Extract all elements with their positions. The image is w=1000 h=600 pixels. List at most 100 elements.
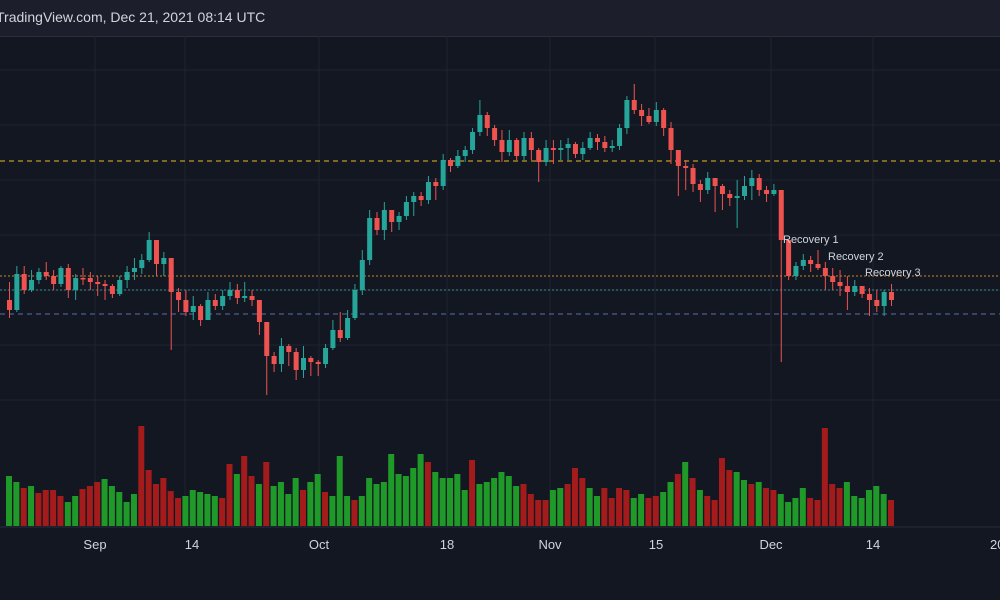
candle-body [484, 115, 490, 128]
candle-body [528, 138, 534, 150]
volume-bar [219, 498, 226, 526]
volume-bar [167, 491, 174, 526]
candle-body [837, 282, 843, 286]
candle-body [572, 144, 578, 154]
volume-bar [888, 500, 894, 526]
candle-body [359, 260, 365, 290]
volume-bar [28, 486, 35, 526]
source-attribution: TradingView.com, Dec 21, 2021 08:14 UTC [0, 9, 266, 25]
candle-body [742, 186, 747, 196]
candle-body [293, 352, 299, 370]
candle-body [514, 140, 520, 156]
volume-bar [424, 462, 431, 526]
volume-bar [616, 488, 623, 526]
candle-body [639, 110, 645, 116]
candle-body [874, 300, 880, 306]
volume-bar [843, 482, 850, 526]
volume-bar [696, 490, 703, 526]
x-tick-label: Nov [538, 537, 562, 552]
volume-bar [851, 496, 858, 526]
candle-body [565, 144, 571, 148]
x-tick-label: Oct [309, 537, 330, 552]
candle-body [87, 278, 93, 282]
candle-body [264, 322, 270, 356]
volume-bar [836, 488, 843, 526]
candle-body [543, 148, 549, 162]
volume-bar [454, 474, 461, 526]
candle-body [705, 178, 711, 190]
candle-body [102, 284, 108, 286]
volume-bars [6, 426, 894, 526]
volume-bar [535, 500, 542, 526]
volume-bar [733, 472, 740, 526]
candle-body [830, 276, 836, 282]
candle-body [124, 272, 130, 280]
x-tick-label: 15 [649, 537, 663, 552]
candle-body [859, 286, 865, 294]
volume-bar [204, 494, 211, 526]
volume-bar [50, 490, 57, 526]
candle-body [315, 362, 321, 364]
candle-body [190, 306, 196, 312]
volume-bar [638, 494, 645, 526]
volume-bar [763, 488, 770, 526]
volume-bar [873, 486, 880, 526]
candle-body [271, 356, 277, 364]
volume-bar [64, 502, 71, 526]
volume-bar [770, 490, 777, 526]
volume-bar [829, 484, 836, 526]
candle-body [198, 306, 204, 320]
candle-body [521, 138, 527, 156]
volume-bar [785, 502, 792, 526]
candle-body [43, 272, 49, 276]
candle-body [21, 274, 27, 290]
candle-body [646, 116, 652, 122]
volume-bar [344, 496, 351, 526]
volume-bar [505, 476, 512, 526]
volume-bar [741, 480, 747, 526]
horizontal-levels [0, 160, 1000, 315]
candle-body [433, 182, 439, 186]
volume-bar [72, 496, 79, 526]
volume-bar [160, 478, 167, 526]
candle-body [771, 190, 777, 194]
volume-bar [116, 492, 123, 526]
candle-body [580, 148, 586, 154]
volume-bar [94, 482, 101, 526]
candle-body [278, 346, 284, 364]
candle-body [889, 292, 894, 300]
candle-body [653, 110, 659, 122]
volume-bar [476, 484, 483, 526]
candle-body [815, 264, 821, 268]
candle-body [205, 300, 211, 320]
volume-bar [358, 496, 365, 526]
candle-body [712, 178, 718, 186]
candle-body [800, 260, 806, 266]
volume-bar [314, 474, 321, 526]
volume-bar [792, 498, 799, 526]
time-axis: Sep 14 Oct 18 Nov 15 Dec 14 20 [0, 526, 1000, 552]
candle-body [440, 160, 446, 186]
volume-bar [513, 486, 520, 526]
x-tick-label: 18 [440, 537, 454, 552]
volume-bar [226, 464, 233, 526]
candle-body [881, 292, 887, 306]
candle-body [683, 166, 689, 168]
volume-bar [351, 500, 358, 526]
candle-body [661, 110, 667, 128]
candle-body [631, 100, 637, 110]
candle-body [323, 348, 329, 364]
volume-bar [153, 484, 159, 526]
candle-body [36, 272, 42, 280]
candle-body [168, 258, 174, 292]
volume-bar [645, 498, 652, 526]
candle-body [161, 258, 167, 264]
candle-body [109, 286, 115, 294]
volume-bar [447, 478, 453, 526]
candle-body [668, 128, 674, 150]
candle-body [131, 268, 137, 272]
volume-bar [241, 456, 248, 526]
candle-body [65, 268, 71, 290]
candle-body [727, 194, 733, 198]
